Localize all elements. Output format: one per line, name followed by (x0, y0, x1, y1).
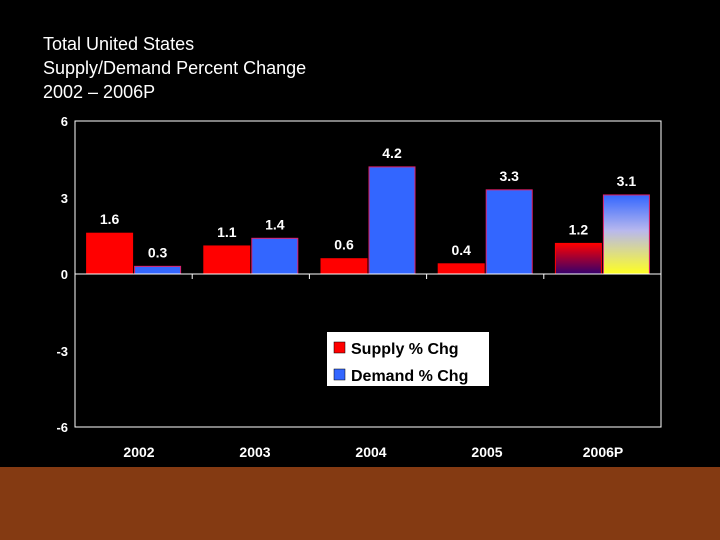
bar-supply-2006P (554, 242, 602, 275)
slide-title: Total United States Supply/Demand Percen… (43, 32, 306, 104)
x-tick-label: 2003 (239, 444, 270, 460)
bar-demand-2006P (602, 194, 650, 275)
legend-swatch-demand (333, 368, 346, 381)
y-tick-label: 3 (61, 191, 68, 206)
bar-demand-2004 (368, 166, 416, 275)
footer-band (0, 467, 720, 540)
legend-box (327, 332, 489, 386)
legend: Supply % Chg Demand % Chg (327, 332, 489, 386)
bar-demand-2005 (485, 189, 533, 275)
data-label-supply-2003: 1.1 (217, 224, 237, 240)
bar-supply-2002 (86, 232, 134, 275)
data-label-demand-2006P: 3.1 (617, 173, 637, 189)
y-tick-label: -3 (56, 344, 68, 359)
data-label-demand-2004: 4.2 (382, 145, 402, 161)
x-tick-label: 2002 (123, 444, 154, 460)
bar-supply-2003 (203, 245, 251, 275)
data-label-supply-2005: 0.4 (451, 242, 471, 258)
data-label-supply-2002: 1.6 (100, 211, 120, 227)
x-tick-label: 2006P (583, 444, 623, 460)
bar-supply-2004 (320, 258, 368, 275)
bar-demand-2002 (134, 265, 182, 275)
x-tick-label: 2005 (471, 444, 502, 460)
legend-label-supply: Supply % Chg (351, 341, 459, 358)
y-tick-label: 0 (61, 267, 68, 282)
title-line-2: Supply/Demand Percent Change (43, 58, 307, 78)
title-line-3: 2002 – 2006P (43, 82, 156, 102)
y-tick-label: -6 (56, 420, 68, 435)
data-label-demand-2002: 0.3 (148, 244, 168, 260)
legend-label-demand: Demand % Chg (351, 368, 468, 385)
legend-swatch-supply (333, 341, 346, 354)
x-tick-label: 2004 (355, 444, 386, 460)
y-tick-label: 6 (61, 114, 68, 129)
data-label-demand-2003: 1.4 (265, 216, 285, 232)
bar-demand-2003 (251, 237, 299, 275)
data-labels: 1.6 1.1 0.6 0.4 1.2 0.3 1.4 4.2 3.3 3.1 (100, 145, 636, 260)
x-axis-labels: 2002 2003 2004 2005 2006P (123, 444, 623, 460)
bar-supply-2005 (437, 263, 485, 275)
bar-series (86, 166, 650, 279)
y-axis-ticks: 6 3 0 -3 -6 (56, 114, 68, 435)
data-label-supply-2004: 0.6 (334, 237, 354, 253)
data-label-supply-2006P: 1.2 (569, 221, 589, 237)
data-label-demand-2005: 3.3 (499, 168, 519, 184)
title-line-1: Total United States (43, 34, 195, 54)
